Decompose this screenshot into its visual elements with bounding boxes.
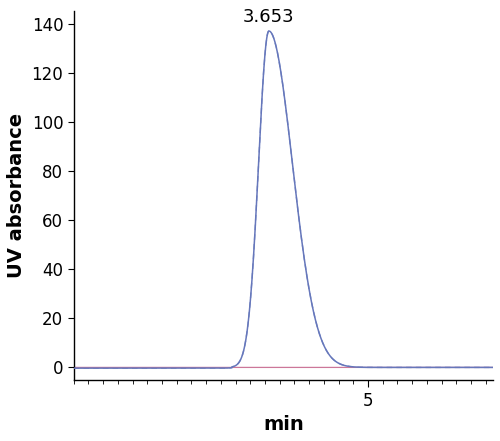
Y-axis label: UV absorbance: UV absorbance (7, 113, 26, 278)
X-axis label: min: min (263, 415, 304, 434)
Text: 3.653: 3.653 (243, 8, 294, 26)
